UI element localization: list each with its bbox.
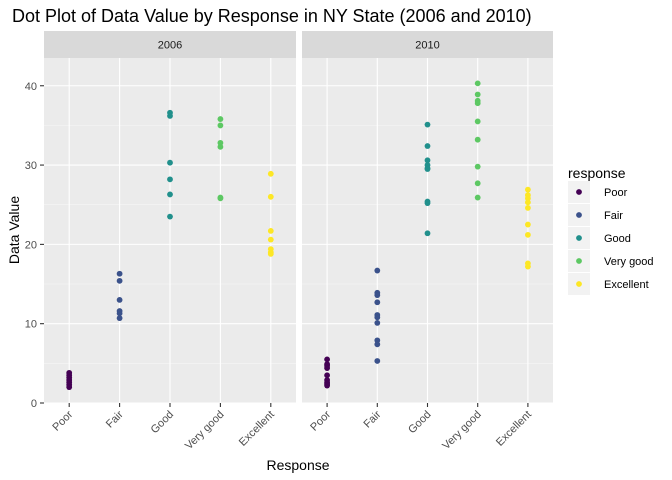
data-point-good (167, 213, 173, 220)
x-axis-title: Response (266, 457, 329, 473)
data-point-good (424, 230, 431, 237)
legend-label: Very good (604, 256, 654, 268)
data-point-fair (374, 299, 381, 306)
legend-title: response (568, 165, 626, 181)
data-point-very-good (217, 195, 224, 202)
data-point-poor (324, 382, 330, 389)
data-point-very-good (474, 163, 481, 170)
x-tick-label: Very good (440, 409, 484, 453)
x-tick-label: Fair (362, 408, 384, 430)
x-tick-label: Fair (104, 408, 126, 430)
data-point-poor (324, 365, 330, 372)
data-point-very-good (217, 143, 224, 150)
data-point-fair (374, 358, 381, 364)
data-point-good (167, 176, 173, 183)
y-axis-title: Data Value (6, 196, 22, 264)
x-tick-label: Excellent (494, 409, 534, 449)
y-axis: 0 10 20 30 40 (25, 81, 44, 410)
data-point-fair (374, 319, 381, 326)
data-point-fair (374, 267, 381, 274)
legend-key-excellent (576, 281, 582, 287)
x-tick-label: Very good (183, 409, 227, 453)
data-point-good (424, 121, 431, 128)
data-point-fair (116, 315, 123, 322)
facet-label-2010: 2010 (415, 40, 439, 52)
legend-label: Fair (604, 210, 623, 222)
data-points (66, 80, 531, 391)
data-point-excellent (525, 199, 531, 206)
x-axis: Poor Fair Good Very good Excellent Poor Fair Go… (50, 403, 534, 452)
data-point-excellent (267, 227, 274, 234)
data-point-fair (374, 341, 381, 348)
legend-label: Good (604, 233, 631, 245)
legend-key-poor (576, 189, 582, 195)
y-tick-label: 20 (25, 239, 37, 251)
y-tick-label: 40 (25, 81, 37, 93)
data-point-poor (66, 384, 73, 391)
facet-label-2006: 2006 (158, 40, 182, 52)
data-point-very-good (474, 100, 481, 107)
data-point-excellent (525, 186, 531, 193)
chart-title: Dot Plot of Data Value by Response in NY… (12, 6, 532, 26)
data-point-very-good (474, 136, 481, 143)
x-tick-label: Poor (308, 408, 333, 433)
data-point-good (424, 166, 431, 172)
legend-key-fair (576, 212, 582, 218)
data-point-good (424, 200, 431, 207)
data-point-excellent (267, 250, 274, 257)
y-tick-label: 30 (25, 160, 37, 172)
data-point-very-good (217, 139, 224, 146)
data-point-very-good (217, 122, 224, 129)
data-point-excellent (525, 231, 531, 238)
y-tick-label: 10 (25, 319, 37, 331)
data-point-poor (324, 356, 330, 363)
data-point-very-good (474, 80, 481, 87)
data-point-fair (116, 310, 123, 317)
data-point-excellent (267, 193, 274, 200)
data-point-good (424, 157, 431, 164)
data-point-good (167, 159, 173, 166)
data-point-good (424, 143, 431, 149)
data-point-very-good (217, 116, 224, 122)
data-point-excellent (267, 170, 274, 177)
legend: response Poor Fair Good Very good Excellent (568, 165, 654, 295)
data-point-excellent (267, 236, 274, 243)
facet-strip-2006 (44, 31, 296, 58)
data-point-good (167, 191, 173, 198)
data-point-very-good (474, 118, 481, 125)
data-point-fair (116, 296, 123, 303)
data-point-excellent (525, 263, 531, 270)
legend-key-very-good (576, 258, 582, 264)
data-point-fair (116, 270, 123, 277)
data-point-very-good (474, 180, 481, 187)
data-point-fair (374, 337, 381, 344)
data-point-very-good (474, 194, 481, 201)
facet-strip-2010 (302, 31, 553, 58)
data-point-excellent (525, 195, 531, 202)
data-point-excellent (525, 204, 531, 211)
legend-key-good (576, 235, 582, 241)
x-tick-label: Excellent (237, 409, 277, 449)
data-point-excellent (525, 221, 531, 228)
data-point-very-good (474, 91, 481, 98)
data-point-fair (374, 292, 381, 299)
x-tick-label: Good (406, 409, 434, 437)
x-tick-label: Good (149, 409, 177, 437)
x-tick-label: Poor (50, 408, 75, 433)
legend-label: Excellent (604, 279, 649, 291)
legend-label: Poor (604, 187, 628, 199)
y-tick-label: 0 (31, 398, 37, 410)
data-point-good (167, 112, 173, 119)
data-point-fair (374, 314, 381, 321)
data-point-fair (116, 277, 123, 284)
data-point-poor (324, 372, 330, 379)
